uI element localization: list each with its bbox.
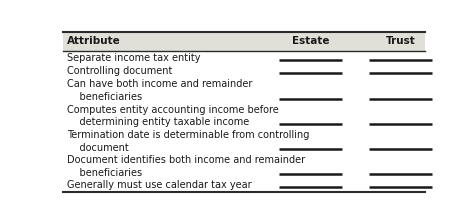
Text: Computes entity accounting income before
    determining entity taxable income: Computes entity accounting income before… bbox=[67, 105, 278, 128]
Text: Document identifies both income and remainder
    beneficiaries: Document identifies both income and rema… bbox=[67, 155, 305, 178]
Text: Termination date is determinable from controlling
    document: Termination date is determinable from co… bbox=[67, 130, 309, 153]
Text: Estate: Estate bbox=[292, 36, 329, 46]
Text: Trust: Trust bbox=[386, 36, 416, 46]
Text: Controlling document: Controlling document bbox=[67, 66, 172, 76]
Bar bbox=[63, 32, 425, 51]
Text: Can have both income and remainder
    beneficiaries: Can have both income and remainder benef… bbox=[67, 80, 252, 102]
Text: Generally must use calendar tax year: Generally must use calendar tax year bbox=[67, 180, 251, 190]
Text: Separate income tax entity: Separate income tax entity bbox=[67, 53, 200, 63]
Text: Attribute: Attribute bbox=[67, 36, 120, 46]
